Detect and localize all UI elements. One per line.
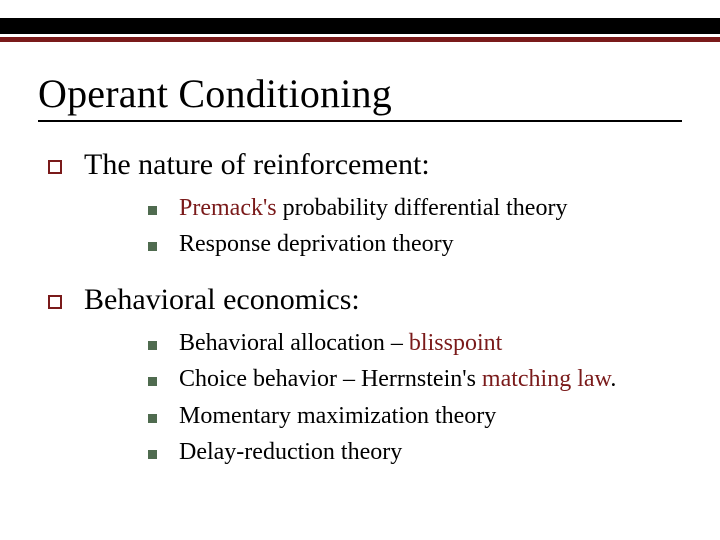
level2-item: Response deprivation theory (148, 228, 688, 260)
level2-item: Premack's probability differential theor… (148, 192, 688, 224)
hollow-square-bullet-icon (48, 160, 62, 174)
level2-label: Momentary maximization theory (179, 400, 496, 432)
level1-label: Behavioral economics: (84, 283, 360, 317)
decorative-top-bar (0, 18, 720, 46)
hollow-square-bullet-icon (48, 295, 62, 309)
level2-label: Choice behavior – Herrnstein's matching … (179, 363, 616, 395)
filled-square-bullet-icon (148, 414, 157, 423)
level2-label: Premack's probability differential theor… (179, 192, 567, 224)
filled-square-bullet-icon (148, 206, 157, 215)
level2-item: Momentary maximization theory (148, 400, 688, 432)
level1-label: The nature of reinforcement: (84, 148, 430, 182)
level1-item: Behavioral economics: (48, 283, 688, 317)
filled-square-bullet-icon (148, 450, 157, 459)
slide-title: Operant Conditioning (38, 70, 392, 117)
level1-item: The nature of reinforcement: (48, 148, 688, 182)
filled-square-bullet-icon (148, 242, 157, 251)
level2-label: Delay-reduction theory (179, 436, 402, 468)
level2-group: Behavioral allocation – blisspoint Choice… (148, 327, 688, 469)
level2-label: Behavioral allocation – blisspoint (179, 327, 502, 359)
level2-label: Response deprivation theory (179, 228, 454, 260)
bar-thin (0, 37, 720, 42)
slide-body: The nature of reinforcement: Premack's pr… (48, 148, 688, 490)
level2-item: Behavioral allocation – blisspoint (148, 327, 688, 359)
filled-square-bullet-icon (148, 377, 157, 386)
level2-item: Choice behavior – Herrnstein's matching … (148, 363, 688, 395)
level2-item: Delay-reduction theory (148, 436, 688, 468)
title-underline (38, 120, 682, 122)
filled-square-bullet-icon (148, 341, 157, 350)
level2-group: Premack's probability differential theor… (148, 192, 688, 261)
bar-thick (0, 18, 720, 34)
